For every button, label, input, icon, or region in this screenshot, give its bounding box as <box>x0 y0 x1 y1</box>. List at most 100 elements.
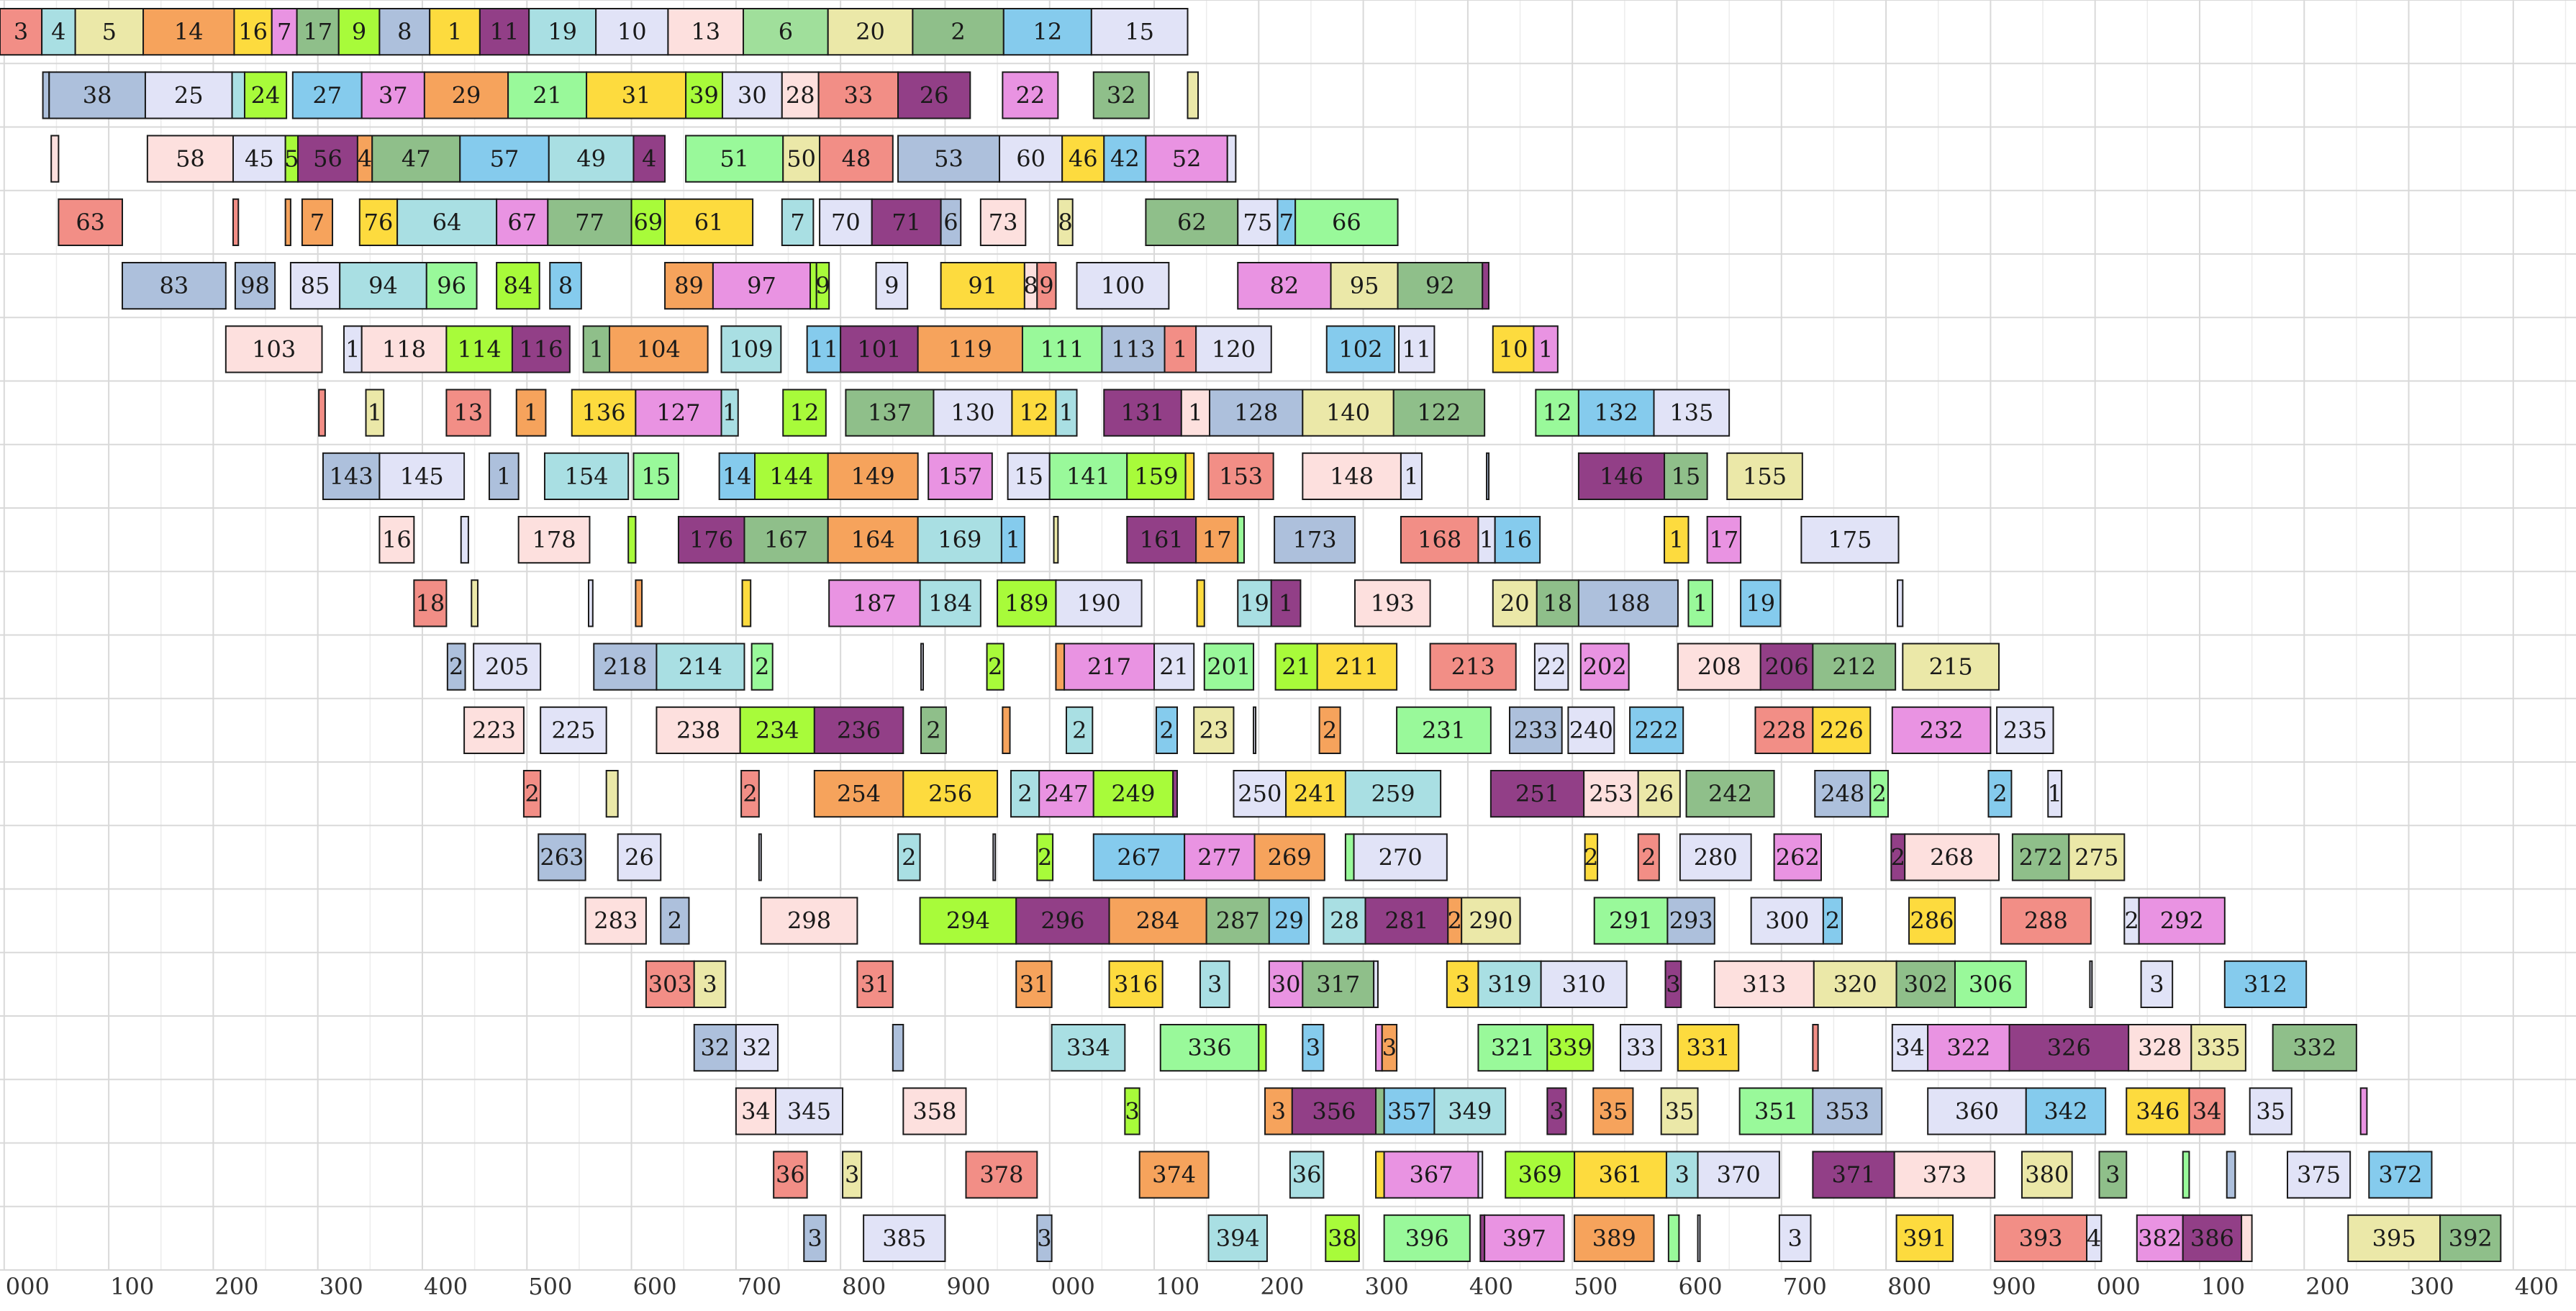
task-bar[interactable]: 228 <box>1754 706 1814 754</box>
task-bar[interactable]: 1 <box>1533 325 1559 373</box>
task-bar[interactable]: 29 <box>423 71 509 119</box>
task-bar[interactable]: 292 <box>2138 897 2226 945</box>
task-bar-rect[interactable] <box>1302 1024 1325 1072</box>
task-bar-rect[interactable] <box>528 8 597 56</box>
task-bar[interactable]: 335 <box>2190 1024 2246 1072</box>
task-bar-rect[interactable] <box>291 71 363 119</box>
task-bar[interactable]: 17 <box>1195 516 1239 564</box>
task-bar[interactable]: 254 <box>813 770 904 818</box>
task-bar-rect[interactable] <box>1664 452 1708 500</box>
task-bar-rect[interactable] <box>917 516 1002 564</box>
task-bar-rect[interactable] <box>1812 706 1872 754</box>
task-bar-rect[interactable] <box>750 643 774 691</box>
task-bar-rect[interactable] <box>1184 833 1256 881</box>
task-bar-rect[interactable] <box>892 1024 904 1072</box>
task-bar[interactable]: 36 <box>773 1151 808 1199</box>
task-bar[interactable]: 26 <box>617 833 662 881</box>
task-bar-rect[interactable] <box>1207 1214 1268 1262</box>
task-bar[interactable]: 2 <box>920 706 947 754</box>
task-bar[interactable] <box>635 579 643 627</box>
task-bar-rect[interactable] <box>1492 325 1535 373</box>
task-bar[interactable]: 173 <box>1274 516 1356 564</box>
task-bar[interactable]: 30 <box>721 71 783 119</box>
task-bar[interactable]: 7 <box>1276 198 1297 246</box>
task-bar[interactable] <box>1196 579 1205 627</box>
task-bar[interactable]: 20 <box>1492 579 1538 627</box>
task-bar-rect[interactable] <box>423 71 509 119</box>
task-bar[interactable]: 2 <box>1036 833 1054 881</box>
task-bar[interactable]: 57 <box>459 135 550 183</box>
task-bar[interactable]: 5 <box>284 135 299 183</box>
task-bar[interactable]: 296 <box>1015 897 1110 945</box>
task-bar-rect[interactable] <box>378 8 431 56</box>
task-bar-rect[interactable] <box>429 8 481 56</box>
task-bar-rect[interactable] <box>232 198 240 246</box>
task-bar-rect[interactable] <box>1505 1151 1576 1199</box>
task-bar-rect[interactable] <box>1258 1024 1267 1072</box>
task-bar[interactable]: 8 <box>1057 198 1074 246</box>
task-bar-rect[interactable] <box>1814 770 1872 818</box>
task-bar[interactable]: 141 <box>1048 452 1128 500</box>
task-bar-rect[interactable] <box>1677 643 1761 691</box>
task-bar[interactable]: 135 <box>1653 389 1731 437</box>
task-bar[interactable]: 369 <box>1505 1151 1576 1199</box>
task-bar-rect[interactable] <box>1509 706 1563 754</box>
task-bar[interactable]: 94 <box>339 262 427 310</box>
task-bar[interactable]: 322 <box>1927 1024 2010 1072</box>
task-bar[interactable]: 4 <box>41 8 76 56</box>
task-bar[interactable]: 259 <box>1344 770 1442 818</box>
task-bar-rect[interactable] <box>1383 1087 1436 1135</box>
task-bar[interactable]: 153 <box>1207 452 1274 500</box>
task-bar[interactable]: 31 <box>1015 960 1053 1008</box>
task-bar-rect[interactable] <box>1316 643 1398 691</box>
task-bar-rect[interactable] <box>1375 1151 1385 1199</box>
task-bar-rect[interactable] <box>1677 1024 1740 1072</box>
task-bar[interactable]: 316 <box>1108 960 1164 1008</box>
task-bar[interactable] <box>587 579 594 627</box>
task-bar-rect[interactable] <box>965 1151 1038 1199</box>
task-bar[interactable]: 144 <box>754 452 829 500</box>
task-bar[interactable]: 236 <box>813 706 904 754</box>
task-bar-rect[interactable] <box>1697 1151 1780 1199</box>
task-bar[interactable]: 13 <box>445 389 491 437</box>
task-bar[interactable]: 62 <box>1145 198 1239 246</box>
task-bar[interactable]: 351 <box>1738 1087 1814 1135</box>
task-bar[interactable]: 277 <box>1184 833 1256 881</box>
task-bar[interactable] <box>1002 706 1011 754</box>
task-bar[interactable]: 385 <box>863 1214 946 1262</box>
task-bar[interactable]: 102 <box>1325 325 1396 373</box>
task-bar-rect[interactable] <box>1237 579 1272 627</box>
task-bar[interactable]: 317 <box>1302 960 1375 1008</box>
task-bar[interactable]: 116 <box>511 325 571 373</box>
task-bar-rect[interactable] <box>1778 1214 1812 1262</box>
task-bar[interactable]: 2 <box>986 643 1004 691</box>
task-bar[interactable]: 157 <box>928 452 993 500</box>
task-bar-rect[interactable] <box>1567 706 1615 754</box>
task-bar[interactable]: 334 <box>1051 1024 1126 1072</box>
task-bar-rect[interactable] <box>917 325 1023 373</box>
task-bar-rect[interactable] <box>1205 897 1270 945</box>
task-bar[interactable] <box>1812 1024 1819 1072</box>
task-bar[interactable]: 233 <box>1509 706 1563 754</box>
task-bar[interactable]: 396 <box>1383 1214 1471 1262</box>
task-bar[interactable]: 6 <box>743 8 829 56</box>
task-bar-rect[interactable] <box>1051 1024 1126 1072</box>
task-bar[interactable]: 2 <box>740 770 760 818</box>
task-bar-rect[interactable] <box>1007 452 1051 500</box>
task-bar[interactable] <box>1172 770 1178 818</box>
task-bar[interactable] <box>1053 516 1059 564</box>
task-bar[interactable]: 77 <box>547 198 632 246</box>
task-bar[interactable]: 18 <box>1536 579 1579 627</box>
task-bar-rect[interactable] <box>360 71 425 119</box>
task-bar[interactable]: 51 <box>685 135 784 183</box>
task-bar-rect[interactable] <box>1036 262 1057 310</box>
task-bar-rect[interactable] <box>1153 643 1195 691</box>
task-bar-rect[interactable] <box>50 135 60 183</box>
task-bar-rect[interactable] <box>1233 770 1287 818</box>
task-bar-rect[interactable] <box>1274 516 1356 564</box>
task-bar-rect[interactable] <box>1397 262 1484 310</box>
task-bar[interactable] <box>50 135 60 183</box>
task-bar[interactable]: 176 <box>677 516 745 564</box>
task-bar-rect[interactable] <box>1344 770 1442 818</box>
task-bar-rect[interactable] <box>1061 135 1105 183</box>
